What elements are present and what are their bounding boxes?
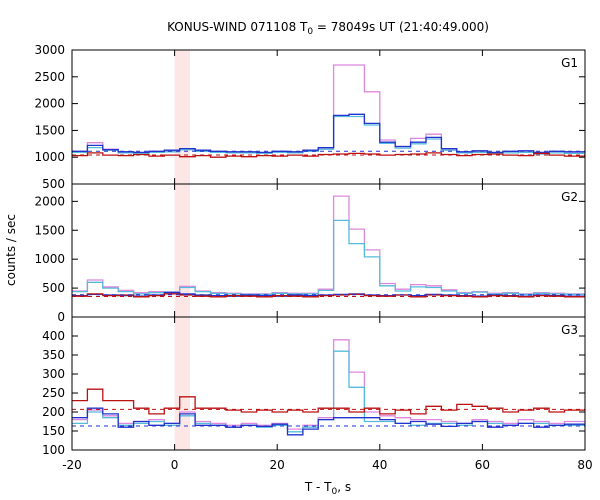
x-label-tail: , s bbox=[337, 480, 351, 494]
series-line-0 bbox=[72, 195, 585, 295]
y-tick-label: 200 bbox=[42, 405, 65, 419]
panel-label: G2 bbox=[561, 190, 578, 204]
highlight-band bbox=[174, 184, 190, 317]
panel-g2: G2 0 500 1000 1500 2000 bbox=[34, 183, 586, 324]
y-tick-label: 2000 bbox=[34, 97, 65, 111]
highlight-band bbox=[174, 317, 190, 450]
y-tick-label: 500 bbox=[42, 177, 65, 191]
x-tick-label: 0 bbox=[171, 458, 179, 472]
series-line-0 bbox=[72, 64, 585, 155]
y-tick-label: 300 bbox=[42, 367, 65, 381]
y-tick-label: 1000 bbox=[34, 150, 65, 164]
panel-label: G1 bbox=[561, 56, 578, 70]
series-line-1 bbox=[72, 219, 585, 296]
panel-g1: G1 500 1000 1500 2000 2500 3000 bbox=[34, 43, 586, 191]
panel-label: G3 bbox=[561, 323, 578, 337]
panels-group: G150010001500200025003000G20500100015002… bbox=[34, 43, 592, 472]
x-label-main: T - T bbox=[304, 480, 332, 494]
y-tick-label: 1500 bbox=[34, 223, 65, 237]
y-tick-label: 3000 bbox=[34, 43, 65, 57]
y-tick-label: 100 bbox=[42, 443, 65, 457]
y-tick-label: 0 bbox=[57, 310, 65, 324]
y-tick-label: 250 bbox=[42, 386, 65, 400]
y-tick-label: 1500 bbox=[34, 123, 65, 137]
series-line-2 bbox=[72, 407, 585, 436]
x-tick-label: 60 bbox=[475, 458, 490, 472]
title-suffix: = 78049s UT (21:40:49.000) bbox=[313, 20, 489, 34]
x-label-subscript: 0 bbox=[332, 487, 338, 497]
y-tick-label: 150 bbox=[42, 424, 65, 438]
title-subscript: 0 bbox=[307, 27, 313, 37]
x-tick-label: 80 bbox=[577, 458, 592, 472]
series-line-0 bbox=[72, 339, 585, 430]
y-axis-label: counts / sec bbox=[4, 214, 18, 286]
series-line-2 bbox=[72, 113, 585, 154]
title-prefix: KONUS-WIND 071108 T bbox=[167, 20, 308, 34]
y-tick-label: 1000 bbox=[34, 252, 65, 266]
series-line-3 bbox=[72, 152, 585, 158]
panel-g3: G3 100 150 200 250 300 350 400 bbox=[42, 316, 586, 457]
x-tick-label: 40 bbox=[372, 458, 387, 472]
x-axis-label: T - T0, s bbox=[304, 480, 351, 497]
chart-title: KONUS-WIND 071108 T0 = 78049s UT (21:40:… bbox=[167, 20, 489, 37]
y-tick-label: 2500 bbox=[34, 70, 65, 84]
y-tick-label: 500 bbox=[42, 281, 65, 295]
x-tick-label: 20 bbox=[270, 458, 285, 472]
panel-frame bbox=[71, 316, 586, 451]
y-tick-label: 2000 bbox=[34, 194, 65, 208]
x-tick-label: -20 bbox=[62, 458, 82, 472]
highlight-band bbox=[174, 50, 190, 184]
y-tick-label: 400 bbox=[42, 329, 65, 343]
y-tick-label: 350 bbox=[42, 348, 65, 362]
series-line-3 bbox=[72, 293, 585, 298]
panel-frame bbox=[71, 49, 586, 185]
series-line-3 bbox=[72, 388, 585, 415]
